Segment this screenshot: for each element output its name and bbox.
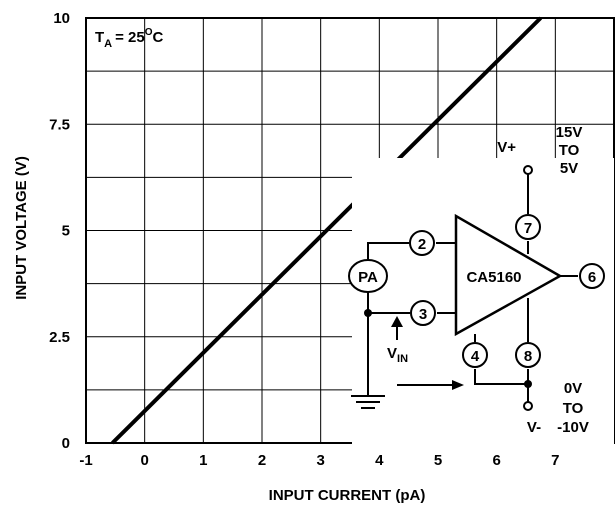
vplus-range-line: 15V xyxy=(556,124,583,141)
pin-markers: 2 3 7 8 4 6 xyxy=(409,214,605,368)
test-circuit: CA5160 PA 2 3 7 8 4 6 V+ 15V TO 5V V- 0V… xyxy=(348,124,614,448)
vminus-range-line: 0V xyxy=(564,380,582,397)
x-tick-label: 7 xyxy=(551,452,559,469)
pin-label: 7 xyxy=(524,220,532,237)
pin-label: 8 xyxy=(524,348,532,365)
x-tick-label: 0 xyxy=(140,452,148,469)
x-tick-label: 1 xyxy=(199,452,207,469)
pin-label: 4 xyxy=(471,348,480,365)
vin-label: VIN xyxy=(387,345,408,365)
x-tick-label: 6 xyxy=(492,452,500,469)
picoammeter-icon xyxy=(348,259,388,293)
x-tick-label: 5 xyxy=(434,452,442,469)
vplus-terminal xyxy=(523,165,533,175)
vplus-range-line: TO xyxy=(559,142,580,159)
vin-arrow-up xyxy=(391,316,403,327)
x-tick-label: 4 xyxy=(375,452,384,469)
y-axis-title: INPUT VOLTAGE (V) xyxy=(13,156,30,300)
junction-dot xyxy=(364,309,372,317)
pin-label: 3 xyxy=(419,306,427,323)
meter-label: PA xyxy=(358,269,378,286)
pin-label: 2 xyxy=(418,236,426,253)
y-tick-label: 7.5 xyxy=(49,116,70,133)
vin-arrow-right xyxy=(452,380,464,390)
series-lines xyxy=(110,16,543,445)
vplus-range-line: 5V xyxy=(560,160,578,177)
x-tick-label: -1 xyxy=(79,452,92,469)
y-tick-label: 10 xyxy=(53,10,70,27)
vplus-label: V+ xyxy=(497,139,516,156)
y-tick-label: 0 xyxy=(62,435,70,452)
x-tick-label: 2 xyxy=(258,452,266,469)
y-tick-label: 5 xyxy=(62,223,70,240)
vminus-range-line: TO xyxy=(563,400,584,417)
y-tick-label: 2.5 xyxy=(49,329,70,346)
x-axis-title: INPUT CURRENT (pA) xyxy=(269,487,426,504)
opamp-label: CA5160 xyxy=(466,269,521,286)
opamp-triangle xyxy=(454,213,563,337)
junction-dot xyxy=(524,380,532,388)
pin-label: 6 xyxy=(588,269,596,286)
series-line xyxy=(110,16,543,445)
vminus-range-line: -10V xyxy=(557,419,589,436)
y-tick-labels: 0 2.5 5 7.5 10 xyxy=(49,10,70,452)
x-tick-label: 3 xyxy=(316,452,324,469)
x-tick-labels: -1 0 1 2 3 4 5 6 7 xyxy=(79,452,559,469)
temperature-annotation: TA = 25OC xyxy=(95,27,164,50)
vminus-terminal xyxy=(523,401,533,411)
vminus-label: V- xyxy=(527,419,541,436)
